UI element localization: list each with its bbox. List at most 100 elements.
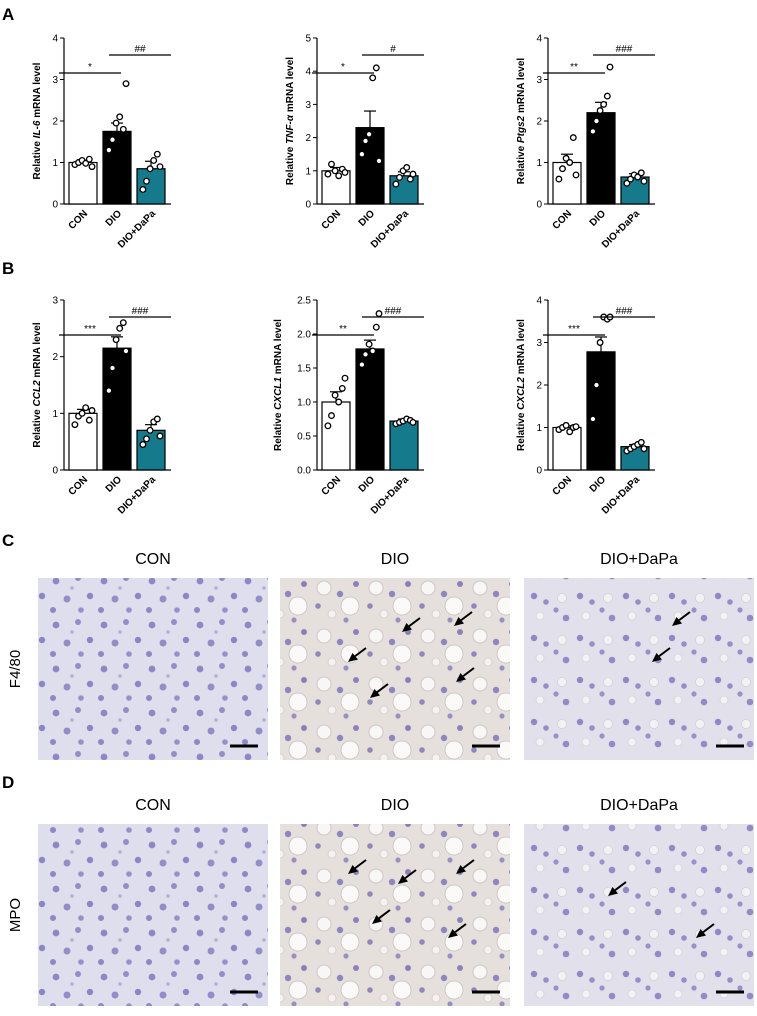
data-point [634,173,642,181]
bar-DIO [102,130,132,205]
data-point [362,137,369,145]
y-tick-label: 1 [305,166,311,177]
data-point [109,136,116,144]
y-axis-label: Relative CXCL2 mRNA level [516,319,527,451]
data-point [119,125,127,133]
y-tick-label: 3 [536,338,542,349]
y-tick-label: 3 [52,296,58,307]
data-point [406,175,414,183]
data-point [572,423,580,431]
arrow-head [448,929,458,938]
significance-label: ** [570,62,578,73]
data-point [637,438,645,446]
micrograph-dio [280,578,510,760]
data-point [341,374,349,382]
data-point [338,384,346,392]
data-point [85,155,93,163]
data-point [589,127,597,135]
y-label-prefix: Relative [32,138,43,179]
y-tick-label: 3 [305,100,311,111]
x-tick-label: CON [320,208,344,232]
significance-label: # [390,44,396,55]
data-point [116,324,124,332]
bar-DIO [586,112,616,205]
data-point [589,415,597,423]
y-tick-label: 1.5 [297,364,311,375]
y-label-prefix: Relative [273,410,284,451]
data-point [78,409,86,417]
arrow-head [696,929,706,938]
data-point [358,150,366,158]
data-point [369,74,377,82]
y-tick-label: 1 [536,423,542,434]
y-label-gene: CXCL2 [516,377,527,410]
data-point [358,361,366,369]
arrow-head [402,623,412,632]
bar-CON [321,401,351,471]
data-point [331,167,339,175]
data-point [375,310,383,318]
y-tick-label: 0.0 [297,466,311,477]
y-tick-label: 0 [536,200,542,211]
data-point [335,172,343,180]
y-label-prefix: Relative [516,143,527,184]
significance-label: ### [616,306,633,317]
x-tick-label: DIO [588,474,609,495]
y-label-suffix: mRNA level [273,319,284,377]
data-point [143,177,150,185]
y-tick-label: 4 [536,34,542,45]
y-label-gene: CCL2 [32,380,43,407]
data-point [596,339,604,346]
data-point [105,146,113,154]
bar-DIO+DaPa [136,168,166,205]
y-tick-label: 0 [52,466,58,477]
y-label-prefix: Relative [32,406,43,447]
micrograph-dapa [524,824,754,1006]
micrograph-dapa [524,578,754,760]
y-tick-label: 0.5 [297,432,311,443]
x-tick-label: CON [67,208,91,232]
y-tick-label: 2 [305,133,311,144]
y-label-prefix: Relative [285,144,296,185]
data-point [562,421,570,429]
arrow-head [456,865,466,874]
data-point [105,387,113,395]
data-point [562,154,570,162]
data-point [403,164,411,171]
significance-label: ## [134,44,146,55]
row-label: F4/80 [7,650,24,688]
histology-row-F4/80: F4/80 CON DIO DIO+DaPa [7,551,754,760]
data-point [139,186,147,193]
significance-label: * [88,62,92,73]
y-label-gene: CXCL1 [273,377,284,410]
row-label: MPO [7,898,24,932]
data-point [82,159,90,167]
arrow-head [608,887,618,896]
significance-label: ### [132,306,149,317]
data-point [331,391,339,399]
x-tick-label: DIO [104,208,125,229]
data-point [156,163,164,171]
panel-letter-B: B [2,259,14,278]
arrow-head [456,673,466,682]
data-point [623,179,631,187]
significance-label: *** [84,324,96,335]
x-tick-label: DIO [357,474,378,495]
data-point [603,92,611,100]
y-label-gene: IL-6 [32,120,43,138]
column-label: DIO [381,797,409,814]
y-label-suffix: mRNA level [516,319,527,377]
data-point [143,435,150,443]
data-point [324,422,332,430]
data-point [365,340,373,348]
significance-label: ### [616,44,633,55]
y-tick-label: 1 [52,158,58,169]
y-tick-label: 2 [536,117,542,128]
significance-label: *** [568,324,580,335]
y-axis-label: Relative IL-6 mRNA level [32,62,43,179]
bar-DIO+DaPa [389,175,419,205]
x-tick-label: CON [551,474,575,498]
